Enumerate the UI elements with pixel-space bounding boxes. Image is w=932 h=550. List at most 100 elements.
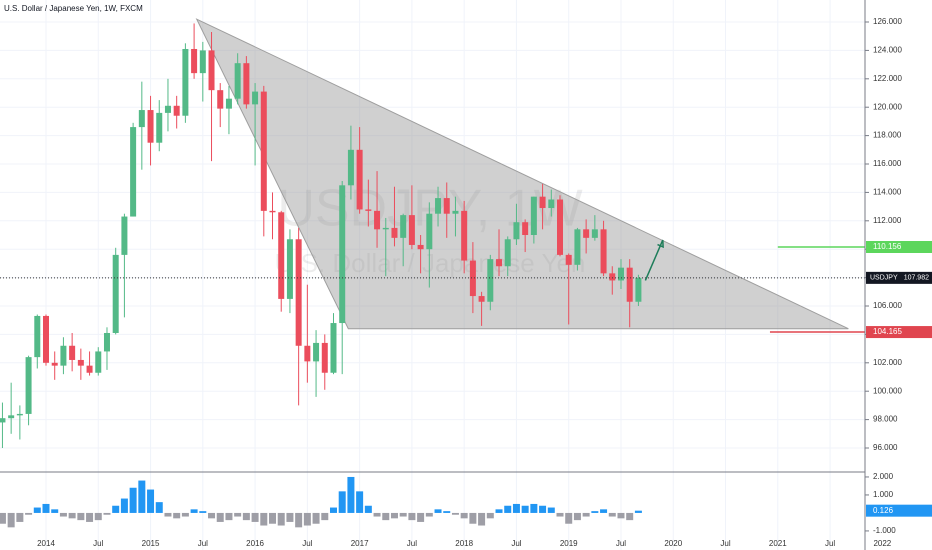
candle-body [461, 210, 468, 261]
oscillator-bar [634, 510, 642, 513]
oscillator-bar [77, 512, 85, 521]
x-tick-label: 2022 [873, 539, 891, 548]
oscillator-bar [425, 512, 433, 517]
y-tick-label: 102.000 [873, 358, 902, 367]
oscillator-bar [286, 512, 294, 522]
oscillator-bar [94, 512, 102, 521]
oscillator-bar [295, 512, 303, 528]
x-tick-label: Jul [825, 539, 835, 548]
oscillator-bar [7, 512, 15, 528]
oscillator-bar [164, 512, 172, 517]
candle-body [278, 212, 285, 299]
oscillator-bar [338, 491, 346, 513]
candle-body [504, 239, 511, 267]
candle-body [34, 315, 41, 358]
oscillator-bar [181, 512, 189, 517]
x-tick-label: 2016 [246, 539, 264, 548]
candle-body [313, 342, 320, 362]
candle-body [269, 210, 276, 213]
oscillator-bar [190, 509, 198, 513]
oscillator-bar [112, 505, 120, 513]
candle-body [574, 229, 581, 265]
candle-body [330, 323, 337, 373]
candle-body [530, 196, 537, 236]
watermark: U.S. Dollar / Japanese Yen [275, 248, 586, 278]
oscillator-bar [565, 512, 573, 524]
candle-body [435, 198, 442, 214]
candle-body [382, 227, 389, 230]
candle-body [208, 50, 215, 91]
y-tick-label: 122.000 [873, 74, 902, 83]
candle-body [77, 359, 84, 366]
oscillator-bar [16, 512, 24, 522]
candle-body [95, 351, 102, 373]
oscillator-bar [155, 502, 163, 513]
y-tick-label: 98.000 [873, 415, 898, 424]
oscillator-bar [59, 512, 67, 517]
symbol-label: USDJPY [870, 275, 898, 282]
oscillator-bar [547, 507, 555, 513]
oscillator-bar [530, 503, 538, 513]
oscillator-bar [68, 512, 76, 519]
candle-body [16, 413, 23, 416]
oscillator-bar [573, 512, 581, 521]
oscillator-bar [242, 512, 250, 521]
chart-title: U.S. Dollar / Japanese Yen, 1W, FXCM [4, 4, 143, 13]
candle-body [635, 277, 642, 302]
y-tick-label: 118.000 [873, 131, 902, 140]
oscillator-bar [321, 512, 329, 521]
candle-body [426, 213, 433, 250]
oscillator-bar [512, 503, 520, 513]
candle-body [25, 357, 32, 414]
arrow-head [657, 239, 664, 249]
level-label-bg [866, 240, 932, 253]
oscillator-bar [129, 487, 137, 513]
candle-body [443, 198, 450, 214]
oscillator-bar [600, 509, 608, 513]
y-tick-label: 106.000 [873, 301, 902, 310]
level-label: 104.165 [873, 327, 902, 336]
y-tick-label: 114.000 [873, 188, 902, 197]
x-tick-label: Jul [302, 539, 312, 548]
oscillator-bar [626, 512, 634, 521]
oscillator-bar [495, 509, 503, 513]
y-tick-label: 120.000 [873, 102, 902, 111]
candle-body [121, 216, 128, 255]
candle-body [565, 254, 572, 265]
x-tick-label: 2017 [351, 539, 369, 548]
x-tick-label: Jul [511, 539, 521, 548]
candle-body [583, 229, 590, 238]
candle-body [374, 210, 381, 230]
oscillator-bar [312, 512, 320, 524]
candle-body [609, 273, 616, 281]
x-tick-label: Jul [720, 539, 730, 548]
osc-label-bg [866, 504, 932, 517]
candle-body [295, 239, 302, 346]
candle-body [286, 239, 293, 299]
oscillator-bar [303, 512, 311, 526]
candle-body [600, 229, 607, 274]
candle-body [217, 90, 224, 109]
candle-body [69, 345, 76, 360]
x-tick-label: Jul [407, 539, 417, 548]
candle-body [60, 345, 67, 366]
candle-body [191, 48, 198, 74]
oscillator-bar [329, 507, 337, 513]
candle-body [339, 185, 346, 324]
y-tick-label: 112.000 [873, 216, 902, 225]
osc-y-tick-label: 2.000 [873, 472, 894, 481]
oscillator-bar [408, 512, 416, 521]
oscillator-bar [86, 512, 94, 522]
candle-body [478, 296, 485, 302]
oscillator-bar [451, 512, 459, 515]
oscillator-bar [539, 505, 547, 513]
candle-body [8, 415, 15, 419]
candle-body [42, 315, 49, 363]
candle-body [391, 227, 398, 238]
y-tick-label: 100.000 [873, 386, 902, 395]
oscillator-bar [260, 512, 268, 526]
candle-body [539, 196, 546, 209]
candle-body [626, 267, 633, 302]
oscillator-bar [382, 512, 390, 521]
